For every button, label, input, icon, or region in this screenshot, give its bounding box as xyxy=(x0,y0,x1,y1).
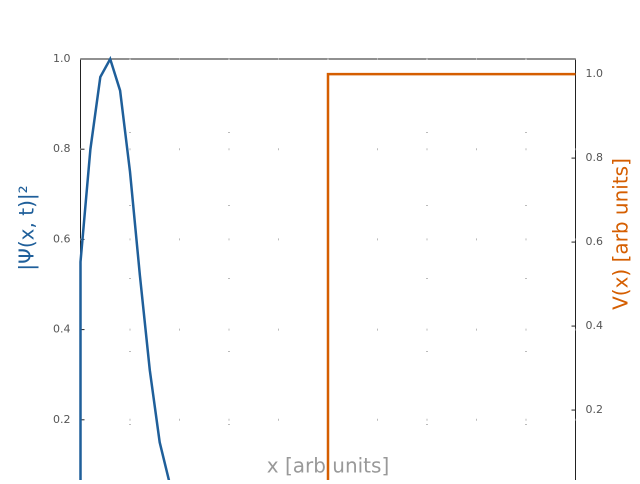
y-tick-label: 0.2 xyxy=(53,413,71,426)
y-tick-label: 0.8 xyxy=(53,142,71,155)
y2-axis-label: V(x) [arb units] xyxy=(609,158,633,310)
y-axis-label: |Ψ(x, t)|² xyxy=(15,185,39,270)
y2-tick-label: 0.2 xyxy=(586,403,604,416)
y2-tick-label: 0.8 xyxy=(586,151,604,164)
y-tick-label: 1.0 xyxy=(53,52,71,65)
y-tick-label: 0.4 xyxy=(53,323,71,336)
line-series xyxy=(79,55,172,484)
line-series xyxy=(326,72,576,484)
y2-tick-label: 1.0 xyxy=(586,67,604,80)
y2-tick-label: 0.4 xyxy=(586,319,604,332)
y2-tick-label: 0.6 xyxy=(586,235,604,248)
y-tick-label: 0.6 xyxy=(53,232,71,245)
